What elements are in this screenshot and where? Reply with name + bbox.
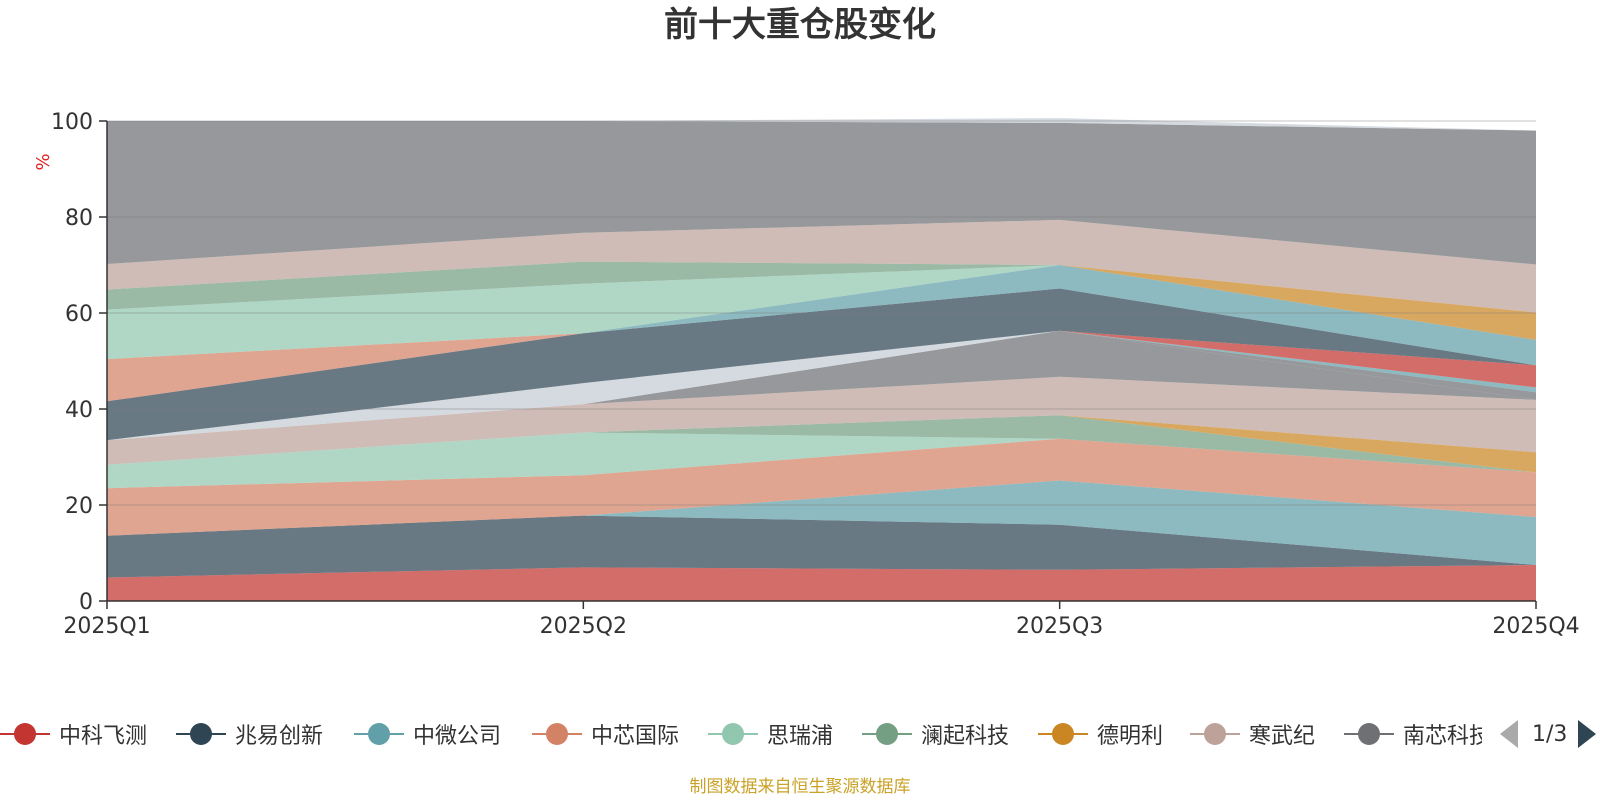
area-series-15 <box>107 265 1536 402</box>
legend-item[interactable]: 德明利 <box>1038 714 1163 754</box>
legend-pager: 1/3 <box>1500 714 1597 754</box>
source-note: 制图数据来自恒生聚源数据库 <box>689 777 911 797</box>
legend-item[interactable]: 兆易创新 <box>176 714 323 754</box>
legend-marker-icon <box>176 722 226 746</box>
legend-label: 中芯国际 <box>591 724 680 749</box>
legend: 中科飞测 兆易创新 中微公司 中芯国际 思瑞浦 澜起科技 德明利 寒武纪 南芯科技 1/3 <box>0 714 1600 754</box>
legend-page-indicator: 1/3 <box>1532 721 1568 747</box>
y-axis-unit-label: % <box>33 153 54 170</box>
grid-layer <box>107 120 1536 506</box>
legend-label: 兆易创新 <box>235 724 324 749</box>
area-series-18 <box>107 265 1536 360</box>
area-series-6 <box>107 415 1536 473</box>
x-tick-label: 2025Q1 <box>63 614 150 639</box>
area-series-14 <box>107 288 1536 441</box>
area-series-1 <box>107 565 1536 601</box>
legend-item[interactable]: 澜起科技 <box>862 714 1009 754</box>
area-series-3 <box>107 480 1536 565</box>
x-tick-label: 2025Q4 <box>1492 614 1579 639</box>
area-series-4 <box>107 438 1536 536</box>
legend-marker-icon <box>1344 722 1394 746</box>
x-tick-label: 2025Q2 <box>540 614 627 639</box>
x-tick-label: 2025Q3 <box>1016 614 1103 639</box>
legend-item[interactable]: 中微公司 <box>354 714 501 754</box>
legend-item[interactable]: 思瑞浦 <box>708 714 833 754</box>
legend-label: 南芯科技 <box>1403 724 1482 749</box>
area-series-10 <box>107 330 1536 441</box>
legend-marker-icon <box>354 722 404 746</box>
area-series-22 <box>107 118 1536 131</box>
legend-item[interactable]: 寒武纪 <box>1190 714 1315 754</box>
chart-plot: 0 20 40 60 80 100 2025Q1 2025Q2 2025Q3 2025Q4 % <box>33 110 1580 639</box>
area-series-5 <box>107 432 1536 489</box>
chart-title: 前十大重仓股变化 <box>664 5 936 45</box>
legend-label: 德明利 <box>1097 724 1164 749</box>
legend-marker-icon <box>532 722 582 746</box>
legend-item[interactable]: 中芯国际 <box>532 714 679 754</box>
legend-marker-icon <box>0 722 50 746</box>
axis-layer: 0 20 40 60 80 100 2025Q1 2025Q2 2025Q3 2025Q4 <box>51 110 1580 639</box>
area-series-2 <box>107 515 1536 578</box>
y-tick-label: 100 <box>51 110 93 135</box>
legend-marker-icon <box>862 722 912 746</box>
y-tick-label: 20 <box>65 494 93 519</box>
legend-label: 中微公司 <box>413 724 502 749</box>
area-series-8 <box>107 376 1536 465</box>
legend-label: 思瑞浦 <box>767 724 834 749</box>
area-layer <box>107 118 1536 601</box>
y-tick-label: 40 <box>65 398 93 423</box>
legend-marker-icon <box>1038 722 1088 746</box>
legend-label: 澜起科技 <box>921 724 1010 749</box>
area-series-19 <box>107 261 1536 313</box>
y-tick-label: 80 <box>65 206 93 231</box>
legend-label: 寒武纪 <box>1249 724 1316 749</box>
area-series-21 <box>107 121 1536 265</box>
legend-items: 中科飞测 兆易创新 中微公司 中芯国际 思瑞浦 澜起科技 德明利 寒武纪 南芯科技 <box>0 714 1482 754</box>
legend-next-page-icon[interactable] <box>1578 720 1597 748</box>
legend-marker-icon <box>708 722 758 746</box>
area-series-20 <box>107 219 1536 313</box>
area-series-9 <box>107 330 1536 441</box>
legend-item[interactable]: 中科飞测 <box>0 714 147 754</box>
legend-item[interactable]: 南芯科技 <box>1344 714 1482 754</box>
y-tick-label: 60 <box>65 302 93 327</box>
legend-label: 中科飞测 <box>59 724 148 749</box>
legend-prev-page-icon[interactable] <box>1500 720 1518 748</box>
y-tick-label: 0 <box>79 590 93 615</box>
legend-marker-icon <box>1190 722 1240 746</box>
